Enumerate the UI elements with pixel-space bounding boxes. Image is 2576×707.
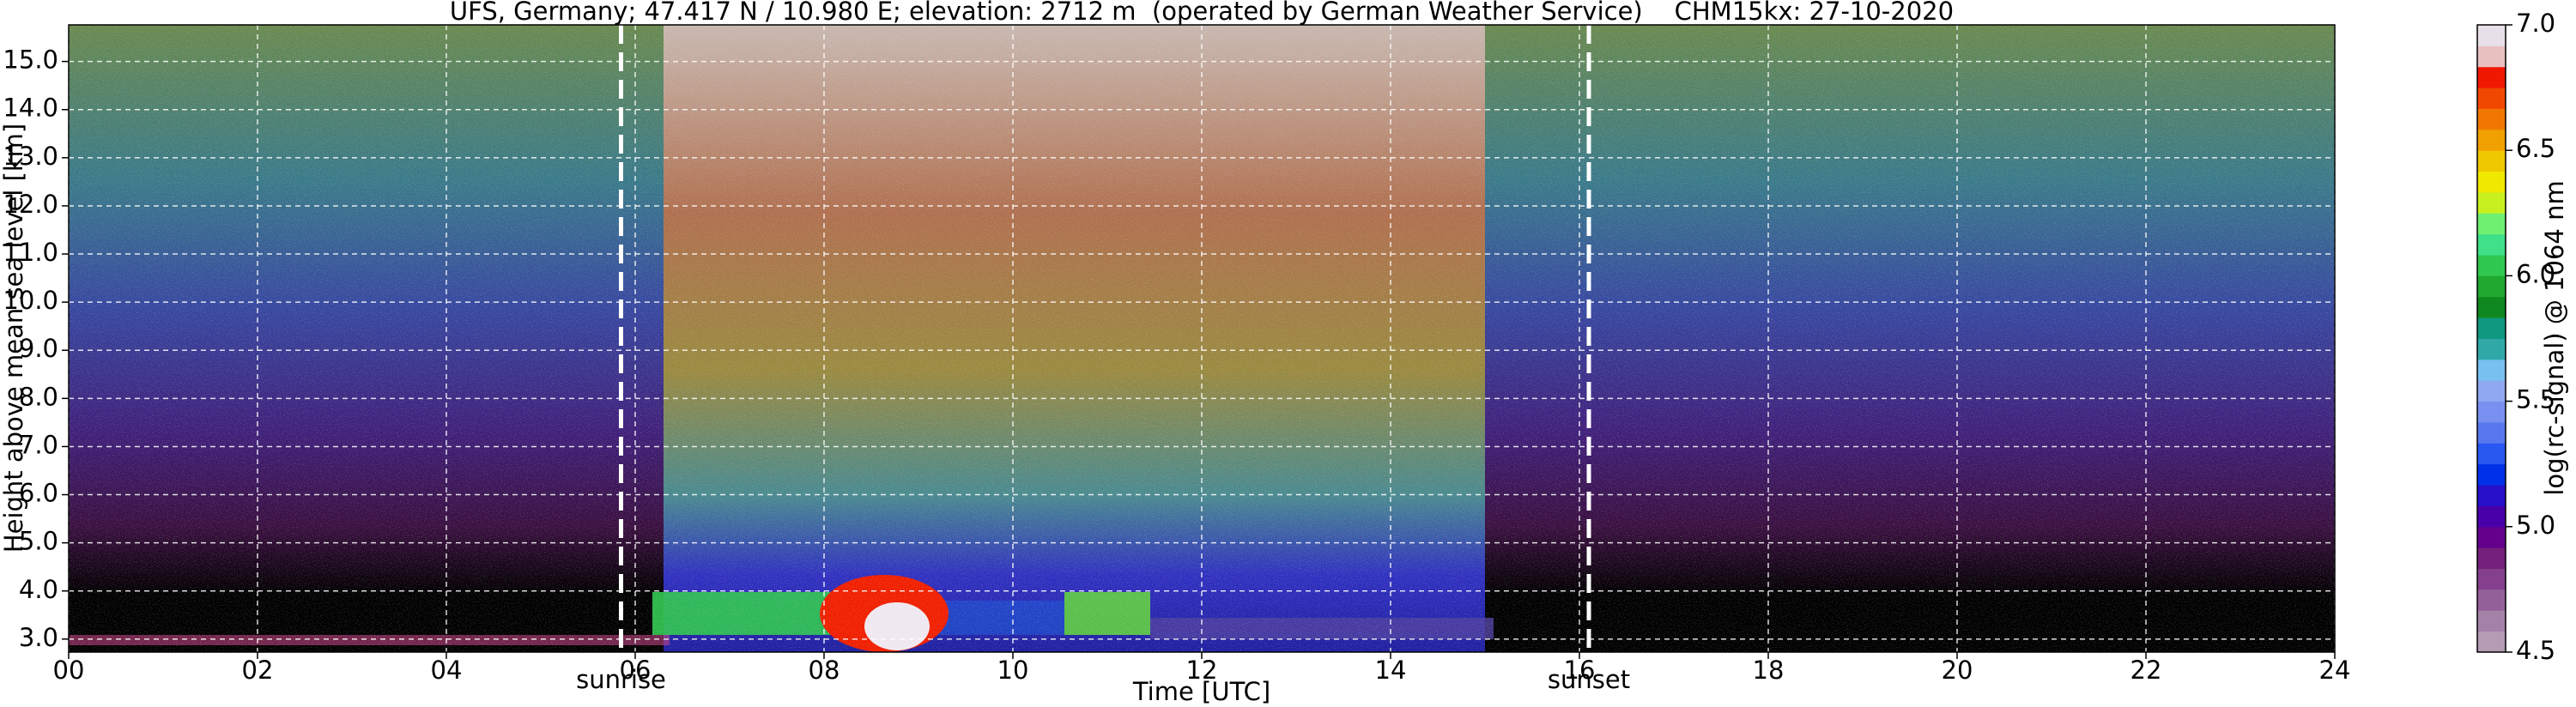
colorbar-swatch (2477, 88, 2506, 109)
colorbar-swatch (2477, 191, 2506, 214)
colorbar-swatch (2477, 485, 2506, 506)
x-tick-label: 10 (997, 656, 1029, 685)
y-tick-label: 7.0 (19, 430, 58, 459)
colorbar-tick-label: 7.0 (2516, 9, 2555, 38)
colorbar-swatch (2477, 547, 2506, 570)
x-tick-label: 12 (1186, 656, 1218, 685)
x-tick-label: 02 (242, 656, 274, 685)
x-tick-label: 14 (1375, 656, 1407, 685)
x-tick-label: 24 (2319, 656, 2351, 685)
x-tick-label: 08 (809, 656, 840, 685)
y-tick-label: 4.0 (19, 575, 58, 604)
colorbar-label: log(rc-signal) @ 1064 nm (2540, 180, 2569, 495)
colorbar-swatch (2477, 296, 2506, 318)
x-tick-label: 20 (1942, 656, 1973, 685)
colorbar-swatch (2477, 25, 2506, 46)
annotation: sunset (1548, 665, 1630, 694)
colorbar-swatch (2477, 66, 2506, 88)
colorbar-tick-label: 6.5 (2516, 134, 2555, 163)
x-tick-label: 18 (1753, 656, 1785, 685)
colorbar-swatch (2477, 568, 2506, 590)
y-tick-label: 6.0 (19, 479, 58, 508)
colorbar-swatch (2477, 443, 2506, 465)
y-tick-label: 12.0 (3, 190, 58, 219)
y-tick-label: 13.0 (3, 142, 58, 171)
y-axis-label: Height above mean sea level [km] (0, 124, 28, 553)
colorbar-swatch (2477, 380, 2506, 402)
y-tick-label: 3.0 (19, 623, 58, 652)
y-tick-label: 11.0 (3, 238, 58, 267)
colorbar-frame (2476, 24, 2506, 653)
x-axis-label: Time [UTC] (1132, 677, 1270, 706)
colorbar-swatch (2477, 233, 2506, 256)
colorbar-swatch (2477, 213, 2506, 235)
colorbar-swatch (2477, 338, 2506, 360)
colorbar-swatch (2477, 505, 2506, 528)
x-tick-label: 00 (53, 656, 85, 685)
colorbar-swatch (2477, 171, 2506, 193)
y-tick-label: 15.0 (3, 45, 58, 75)
y-tick-label: 8.0 (19, 382, 58, 411)
colorbar-swatch (2477, 129, 2506, 151)
colorbar-tick-label: 5.0 (2516, 511, 2555, 540)
axes: 00 02 04 06 08 10 12 14 16 18 20 22 24 3.0 4.0 5.0 6.0 7.… (3, 9, 2555, 694)
colorbar-swatch (2477, 45, 2506, 68)
colorbar-swatch (2477, 610, 2506, 632)
x-tick-label: 06 (620, 656, 652, 685)
colorbar-swatch (2477, 421, 2506, 444)
y-tick-label: 10.0 (3, 286, 58, 315)
colorbar-swatch (2477, 317, 2506, 339)
colorbar-swatch (2477, 108, 2506, 130)
colorbar-swatch (2477, 526, 2506, 548)
colorbar-swatch (2477, 275, 2506, 298)
y-tick-label: 14.0 (3, 94, 58, 123)
colorbar-tick-label: 5.5 (2516, 385, 2555, 414)
plot-frame (68, 24, 2336, 653)
colorbar-swatch (2477, 401, 2506, 423)
annotation: sunrise (576, 665, 666, 694)
colorbar-tick-label: 6.0 (2516, 259, 2555, 288)
x-tick-label: 16 (1564, 656, 1596, 685)
colorbar-swatch (2477, 631, 2506, 653)
x-tick-label: 04 (431, 656, 463, 685)
colorbar-swatch (2477, 255, 2506, 276)
y-tick-label: 5.0 (19, 527, 58, 556)
colorbar-tick-label: 4.5 (2516, 636, 2555, 665)
colorbar-swatch (2477, 463, 2506, 486)
chart-title: UFS, Germany; 47.417 N / 10.980 E; eleva… (450, 0, 1954, 26)
colorbar-swatch (2477, 589, 2506, 611)
colorbar-swatch (2477, 359, 2506, 381)
x-tick-label: 22 (2131, 656, 2162, 685)
colorbar-swatch (2477, 150, 2506, 172)
y-tick-label: 9.0 (19, 334, 58, 363)
